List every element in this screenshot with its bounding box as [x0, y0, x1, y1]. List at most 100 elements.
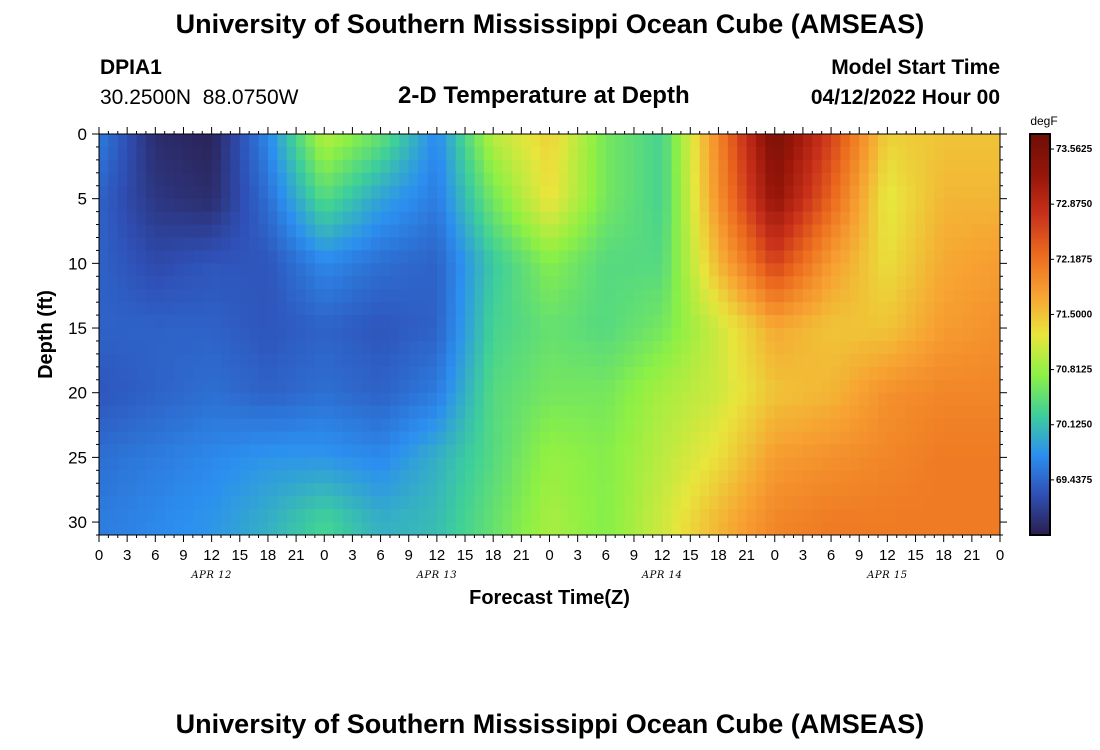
heatmap-cell: [812, 134, 823, 148]
heatmap-cell: [577, 353, 588, 368]
heatmap-cell: [530, 340, 541, 355]
heatmap-cell: [145, 263, 156, 277]
heatmap-cell: [352, 379, 363, 394]
heatmap-cell: [314, 224, 325, 239]
heatmap-cell: [596, 379, 607, 394]
heatmap-cell: [117, 457, 128, 471]
heatmap-cell: [709, 522, 720, 535]
heatmap-cell: [906, 134, 917, 148]
heatmap-cell: [99, 159, 109, 174]
heatmap-cell: [455, 211, 466, 226]
heatmap-cell: [643, 159, 654, 174]
y-tick-label: 25: [68, 448, 87, 467]
heatmap-cell: [953, 522, 964, 535]
heatmap-cell: [615, 457, 626, 471]
heatmap-cell: [821, 134, 832, 148]
heatmap-cell: [577, 328, 588, 342]
heatmap-cell: [831, 379, 842, 394]
heatmap-cell: [258, 366, 269, 381]
heatmap-cell: [887, 522, 898, 535]
heatmap-cell: [127, 198, 138, 213]
heatmap-cell: [774, 522, 785, 535]
heatmap-cell: [859, 418, 870, 433]
heatmap-cell: [953, 237, 964, 252]
heatmap-cell: [296, 289, 307, 303]
model-start-value: 04/12/2022 Hour 00: [810, 86, 1000, 109]
heatmap-cell: [277, 172, 288, 187]
heatmap-cell: [183, 457, 194, 471]
heatmap-cell: [943, 198, 954, 213]
heatmap-cell: [755, 392, 766, 407]
heatmap-cell: [258, 379, 269, 394]
x-tick-label: 9: [179, 547, 187, 564]
heatmap-cell: [108, 224, 119, 239]
heatmap-cell: [577, 470, 588, 484]
heatmap-cell: [145, 289, 156, 303]
heatmap-cell: [211, 224, 222, 239]
heatmap-cell: [127, 379, 138, 394]
heatmap-cell: [877, 353, 888, 368]
heatmap-cell: [436, 237, 447, 252]
heatmap-cell: [812, 172, 823, 187]
heatmap-cell: [915, 159, 926, 174]
heatmap-cell: [680, 250, 691, 264]
heatmap-cell: [652, 509, 663, 523]
heatmap-cell: [915, 366, 926, 381]
heatmap-cell: [465, 444, 476, 458]
heatmap-cell: [211, 146, 222, 161]
heatmap-cell: [446, 392, 457, 407]
heatmap-cell: [314, 263, 325, 277]
heatmap-cell: [699, 250, 710, 264]
heatmap-cell: [455, 315, 466, 329]
heatmap-cell: [577, 418, 588, 433]
heatmap-cell: [765, 159, 776, 174]
heatmap-cell: [802, 211, 813, 226]
heatmap-cell: [624, 276, 635, 290]
heatmap-cell: [352, 496, 363, 510]
heatmap-cell: [455, 431, 466, 446]
heatmap-cell: [230, 457, 241, 471]
heatmap-cell: [493, 134, 504, 148]
heatmap-cell: [643, 340, 654, 355]
heatmap-cell: [784, 315, 795, 329]
heatmap-cell: [643, 172, 654, 187]
heatmap-cell: [314, 198, 325, 213]
heatmap-cell: [399, 224, 410, 239]
heatmap-cell: [784, 211, 795, 226]
heatmap-cell: [662, 224, 673, 239]
heatmap-cell: [333, 353, 344, 368]
heatmap-cell: [380, 276, 391, 290]
heatmap-cell: [755, 302, 766, 316]
heatmap-cell: [511, 392, 522, 407]
heatmap-cell: [718, 289, 729, 303]
heatmap-cell: [117, 470, 128, 484]
heatmap-cell: [859, 146, 870, 161]
y-tick-label: 15: [68, 319, 87, 338]
heatmap-cell: [587, 224, 598, 239]
heatmap-cell: [662, 198, 673, 213]
heatmap-cell: [558, 263, 569, 277]
heatmap-cell: [680, 509, 691, 523]
heatmap-cell: [652, 224, 663, 239]
heatmap-cell: [868, 328, 879, 342]
heatmap-cell: [164, 522, 175, 535]
heatmap-cell: [690, 211, 701, 226]
heatmap-cell: [774, 224, 785, 239]
heatmap-cell: [455, 353, 466, 368]
heatmap-cell: [267, 379, 278, 394]
heatmap-cell: [765, 276, 776, 290]
heatmap-cell: [493, 470, 504, 484]
heatmap-cell: [511, 405, 522, 420]
heatmap-cell: [981, 405, 992, 420]
heatmap-cell: [953, 405, 964, 420]
heatmap-cell: [446, 379, 457, 394]
heatmap-cell: [192, 366, 203, 381]
heatmap-cell: [324, 328, 335, 342]
heatmap-cell: [718, 366, 729, 381]
heatmap-cell: [277, 289, 288, 303]
heatmap-cell: [549, 328, 560, 342]
heatmap-cell: [605, 172, 616, 187]
heatmap-cell: [352, 340, 363, 355]
heatmap-cell: [587, 250, 598, 264]
heatmap-cell: [493, 276, 504, 290]
